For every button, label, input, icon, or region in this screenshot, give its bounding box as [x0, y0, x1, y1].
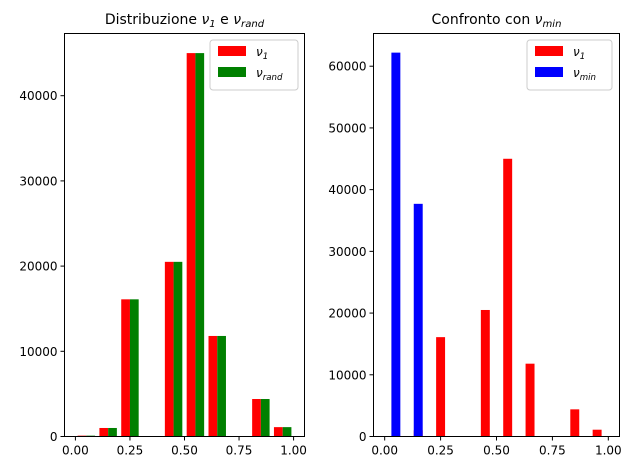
chart-right: 0.00 0.25 0.50 0.75 1.00 0 10000 20000 30000 4000…: [328, 12, 621, 458]
bar-rand: [282, 427, 292, 437]
chart-left: 0.00 0.25 0.50 0.75 1.00 0 10000 20000 30000 4000…: [19, 12, 307, 458]
legend-label-1: ν1: [256, 45, 268, 62]
chart-title: Distribuzione ν1 e νrand: [105, 12, 265, 30]
y-tick-label: 20000: [328, 307, 366, 321]
bar-min: [413, 203, 423, 437]
bar-1: [592, 429, 602, 437]
bar-1: [121, 299, 130, 437]
bar-1: [570, 409, 580, 437]
bar-1: [503, 158, 513, 437]
legend: ν1 νmin: [526, 39, 613, 91]
legend-swatch-1: [218, 46, 246, 56]
bar-rand: [129, 299, 139, 437]
y-tick-label: 20000: [19, 260, 57, 274]
legend-swatch-min: [535, 67, 563, 77]
y-tick-label: 30000: [328, 245, 366, 259]
chart-title: Confronto con νmin: [432, 12, 562, 30]
y-tick-label: 40000: [328, 183, 366, 197]
bar-1: [525, 363, 535, 437]
x-tick-label: 0.75: [226, 444, 253, 458]
y-tick-label: 50000: [328, 121, 366, 135]
x-tick-label: 0.75: [539, 444, 566, 458]
bar-rand: [173, 261, 183, 437]
y-tick-label: 0: [50, 430, 58, 444]
bar-1: [436, 337, 446, 437]
bar-rand: [108, 427, 117, 437]
y-tick-label: 10000: [19, 345, 57, 359]
bar-min: [391, 52, 401, 437]
x-tick-label: 1.00: [595, 444, 622, 458]
legend-label-1: ν1: [573, 45, 585, 62]
legend-swatch-rand: [218, 67, 246, 77]
y-tick-label: 60000: [328, 60, 366, 74]
x-tick-label: 0.00: [371, 444, 398, 458]
x-tick-label: 0.50: [171, 444, 198, 458]
x-tick-label: 0.50: [483, 444, 510, 458]
bar-1: [480, 309, 490, 437]
legend-label-min: νmin: [573, 66, 596, 83]
legend-label-rand: νrand: [256, 66, 283, 83]
x-tick-label: 0.25: [117, 444, 144, 458]
bar-1: [208, 335, 218, 437]
legend-swatch-1: [535, 46, 563, 56]
y-tick-label: 10000: [328, 368, 366, 382]
bar-1: [273, 427, 283, 437]
bar-rand: [195, 53, 205, 437]
y-tick-label: 0: [359, 430, 367, 444]
bar-1: [99, 427, 109, 437]
bar-1: [164, 261, 174, 437]
y-tick-label: 30000: [19, 174, 57, 188]
x-tick-label: 0.25: [427, 444, 454, 458]
bar-1: [186, 53, 196, 437]
legend: ν1 νrand: [209, 39, 299, 91]
bar-1: [252, 399, 261, 437]
y-tick-label: 40000: [19, 89, 57, 103]
x-tick-label: 0.00: [62, 444, 89, 458]
bar-rand: [260, 399, 270, 437]
x-tick-label: 1.00: [280, 444, 307, 458]
bar-rand: [217, 335, 226, 437]
